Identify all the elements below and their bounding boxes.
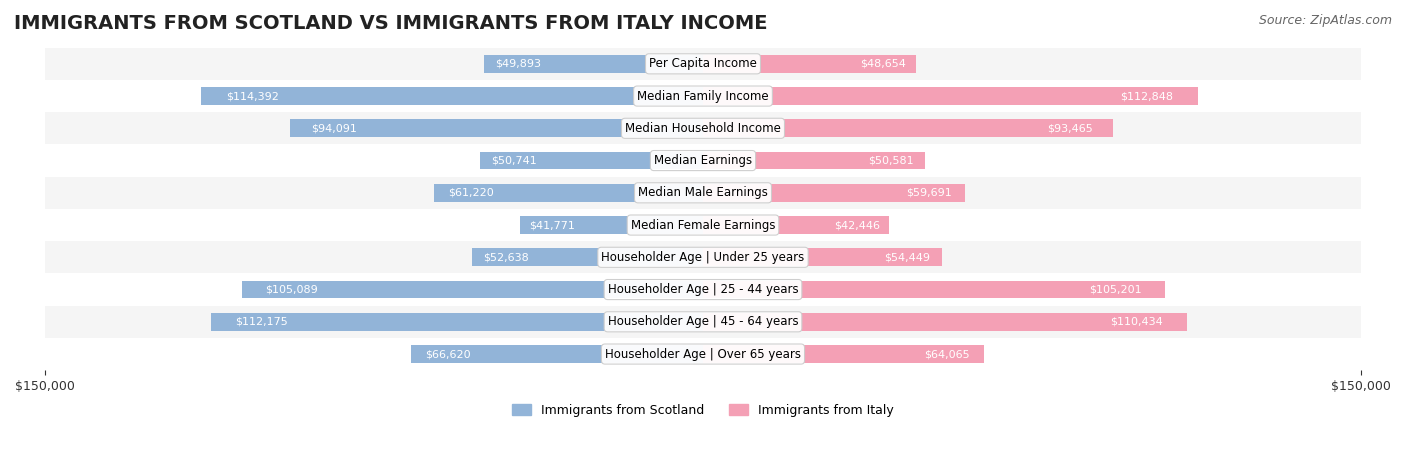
Text: $94,091: $94,091 [311, 123, 357, 133]
Text: Householder Age | Under 25 years: Householder Age | Under 25 years [602, 251, 804, 264]
Bar [520, 216, 703, 234]
Text: $114,392: $114,392 [226, 91, 280, 101]
Bar [703, 281, 1164, 298]
Text: $110,434: $110,434 [1111, 317, 1163, 327]
Bar [703, 120, 1114, 137]
Bar [45, 209, 1361, 241]
Text: $112,175: $112,175 [235, 317, 288, 327]
Bar [481, 152, 703, 170]
Bar [290, 120, 703, 137]
Bar [703, 184, 965, 202]
Text: $41,771: $41,771 [529, 220, 575, 230]
Bar [211, 313, 703, 331]
Text: $61,220: $61,220 [449, 188, 494, 198]
Text: Per Capita Income: Per Capita Income [650, 57, 756, 71]
Bar [703, 87, 1198, 105]
Text: $50,581: $50,581 [868, 156, 914, 166]
Text: $93,465: $93,465 [1047, 123, 1092, 133]
Bar [45, 112, 1361, 144]
Bar [703, 152, 925, 170]
Text: Householder Age | 45 - 64 years: Householder Age | 45 - 64 years [607, 315, 799, 328]
Bar [703, 248, 942, 266]
Text: $42,446: $42,446 [834, 220, 880, 230]
Bar [45, 306, 1361, 338]
Text: Householder Age | Over 65 years: Householder Age | Over 65 years [605, 347, 801, 361]
Text: Source: ZipAtlas.com: Source: ZipAtlas.com [1258, 14, 1392, 27]
Bar [703, 313, 1188, 331]
Text: $64,065: $64,065 [924, 349, 970, 359]
Text: $48,654: $48,654 [860, 59, 905, 69]
Bar [45, 80, 1361, 112]
Legend: Immigrants from Scotland, Immigrants from Italy: Immigrants from Scotland, Immigrants fro… [508, 399, 898, 422]
Text: Median Household Income: Median Household Income [626, 122, 780, 135]
Bar [703, 216, 889, 234]
Text: $112,848: $112,848 [1121, 91, 1174, 101]
Bar [484, 55, 703, 73]
Bar [703, 345, 984, 363]
Bar [242, 281, 703, 298]
Bar [45, 48, 1361, 80]
Bar [45, 274, 1361, 306]
Text: IMMIGRANTS FROM SCOTLAND VS IMMIGRANTS FROM ITALY INCOME: IMMIGRANTS FROM SCOTLAND VS IMMIGRANTS F… [14, 14, 768, 33]
Text: $54,449: $54,449 [884, 252, 929, 262]
Text: $59,691: $59,691 [905, 188, 952, 198]
Text: $50,741: $50,741 [492, 156, 537, 166]
Text: $105,201: $105,201 [1088, 284, 1142, 295]
Text: $49,893: $49,893 [495, 59, 541, 69]
Text: Median Female Earnings: Median Female Earnings [631, 219, 775, 232]
Bar [45, 177, 1361, 209]
Bar [411, 345, 703, 363]
Text: Median Earnings: Median Earnings [654, 154, 752, 167]
Text: $52,638: $52,638 [484, 252, 530, 262]
Bar [45, 338, 1361, 370]
Bar [201, 87, 703, 105]
Text: Median Family Income: Median Family Income [637, 90, 769, 103]
Text: $105,089: $105,089 [264, 284, 318, 295]
Bar [703, 55, 917, 73]
Bar [434, 184, 703, 202]
Text: Householder Age | 25 - 44 years: Householder Age | 25 - 44 years [607, 283, 799, 296]
Bar [45, 241, 1361, 274]
Bar [45, 144, 1361, 177]
Text: Median Male Earnings: Median Male Earnings [638, 186, 768, 199]
Text: $66,620: $66,620 [426, 349, 471, 359]
Bar [472, 248, 703, 266]
